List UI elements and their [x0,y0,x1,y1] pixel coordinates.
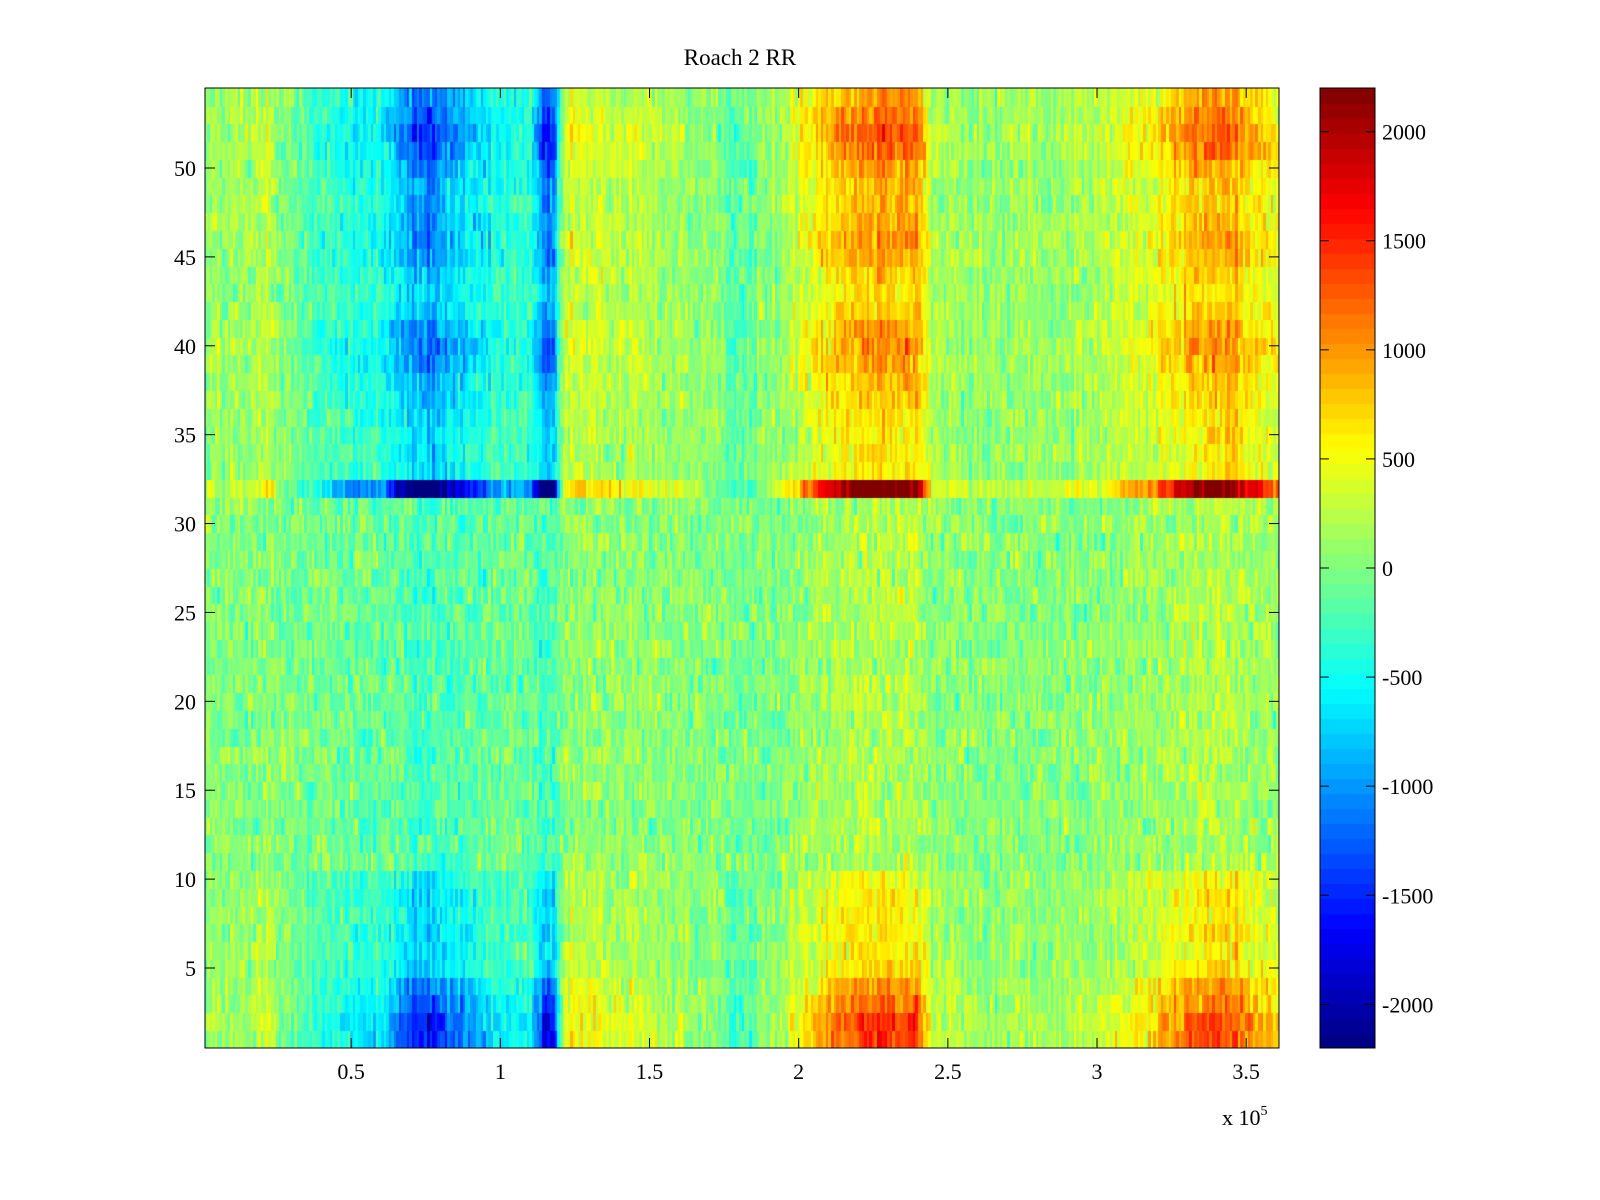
x-tick-label: 1.5 [636,1059,664,1084]
y-tick-label: 50 [174,156,196,181]
y-axis: 5 10 15 20 25 30 35 40 45 50 [174,156,1279,981]
x-tick-label: 3 [1092,1059,1103,1084]
heatmap-plot-area [204,87,1280,1049]
y-tick-label: 20 [174,689,196,714]
x-axis: 0.5 1 1.5 2 2.5 3 3.5 [337,88,1260,1084]
y-tick-label: 15 [174,778,196,803]
colorbar-tick-label: 0 [1382,556,1393,581]
colorbar-tick-label: -1000 [1382,774,1433,799]
colorbar [1319,87,1376,1049]
colorbar-gradient [1320,88,1375,1048]
colorbar-tick-label: 500 [1382,447,1415,472]
y-tick-label: 45 [174,245,196,270]
colorbar-tick-label: -500 [1382,665,1422,690]
colorbar-tick-label: -1500 [1382,883,1433,908]
y-tick-label: 35 [174,423,196,448]
colorbar-axis: -2000 -1500 -1000 -500 0 500 1000 1500 2000 [1320,120,1433,1017]
x-tick-label: 3.5 [1232,1059,1260,1084]
heatmap-cells [205,88,1279,1048]
plot-frame [204,87,1280,1049]
x-tick-label: 2 [793,1059,804,1084]
x-tick-label: 2.5 [934,1059,962,1084]
y-tick-label: 30 [174,512,196,537]
colorbar-tick-label: 2000 [1382,120,1426,145]
colorbar-tick-label: 1500 [1382,229,1426,254]
colorbar-tick-label: -2000 [1382,992,1433,1017]
y-tick-label: 10 [174,867,196,892]
chart-title: Roach 2 RR [684,45,797,70]
colorbar-tick-label: 1000 [1382,338,1426,363]
x-axis-exponent: x 105 [1222,1104,1268,1130]
y-tick-label: 40 [174,334,196,359]
y-tick-label: 25 [174,600,196,625]
x-tick-label: 1 [495,1059,506,1084]
x-tick-label: 0.5 [337,1059,365,1084]
y-tick-label: 5 [185,956,196,981]
